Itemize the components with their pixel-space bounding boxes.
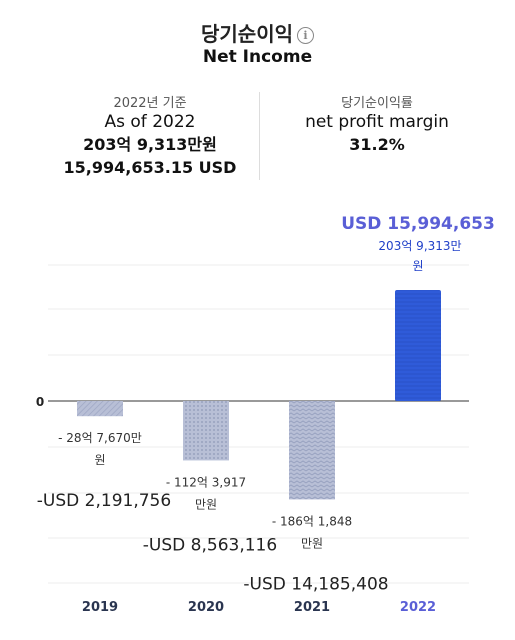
x-tick-label-2019: 2019 (82, 600, 118, 615)
x-tick-label-2020: 2020 (188, 600, 224, 615)
usd-label-2019: -USD 2,191,756 (37, 491, 171, 511)
page-subtitle: Net Income (202, 47, 313, 67)
stat-as-of: 2022년 기준 As of 2022 203억 9,313만원 15,994,… (40, 96, 260, 180)
x-tick-label-2021: 2021 (294, 600, 330, 615)
krw-label-2021: - 186억 1,848 (272, 514, 352, 528)
stat-margin: 당기순이익률 net profit margin 31.2% (262, 96, 492, 156)
bar-2022 (395, 290, 441, 401)
bar-2020 (183, 401, 229, 461)
krw-label-unit-2019: 원 (94, 453, 105, 467)
stat-as-of-label-en: As of 2022 (104, 112, 196, 132)
stat-margin-label-ko: 당기순이익률 (341, 96, 413, 111)
usd-label-2022: USD 15,994,653 (341, 214, 495, 234)
krw-label-unit-2022: 원 (412, 259, 423, 273)
usd-label-2020: -USD 8,563,116 (143, 535, 277, 555)
stat-value-krw: 203억 9,313만원 (83, 135, 217, 154)
krw-label-unit-2020: 만원 (195, 497, 217, 511)
page-title: 당기순이익 i (0, 18, 515, 47)
title-ko: 당기순이익 (201, 22, 293, 46)
x-tick-label-2022: 2022 (400, 600, 436, 615)
krw-label-unit-2021: 만원 (301, 536, 323, 550)
krw-label-2020: - 112억 3,917 (166, 475, 246, 489)
stat-as-of-label-ko: 2022년 기준 (113, 96, 187, 111)
stat-divider (259, 92, 260, 180)
stat-value-usd: 15,994,653.15 USD (63, 158, 237, 177)
krw-label-2019: - 28억 7,670만 (58, 431, 142, 445)
chart-bars (77, 290, 441, 500)
bar-2021 (289, 401, 335, 500)
stat-margin-value: 31.2% (349, 135, 405, 154)
krw-label-2022: 203억 9,313만 (378, 239, 461, 253)
bar-2019 (77, 401, 123, 417)
stat-margin-label-en: net profit margin (305, 112, 449, 132)
usd-label-2021: -USD 14,185,408 (243, 574, 388, 594)
zero-tick-label: 0 (36, 395, 44, 409)
info-icon[interactable]: i (297, 27, 314, 44)
